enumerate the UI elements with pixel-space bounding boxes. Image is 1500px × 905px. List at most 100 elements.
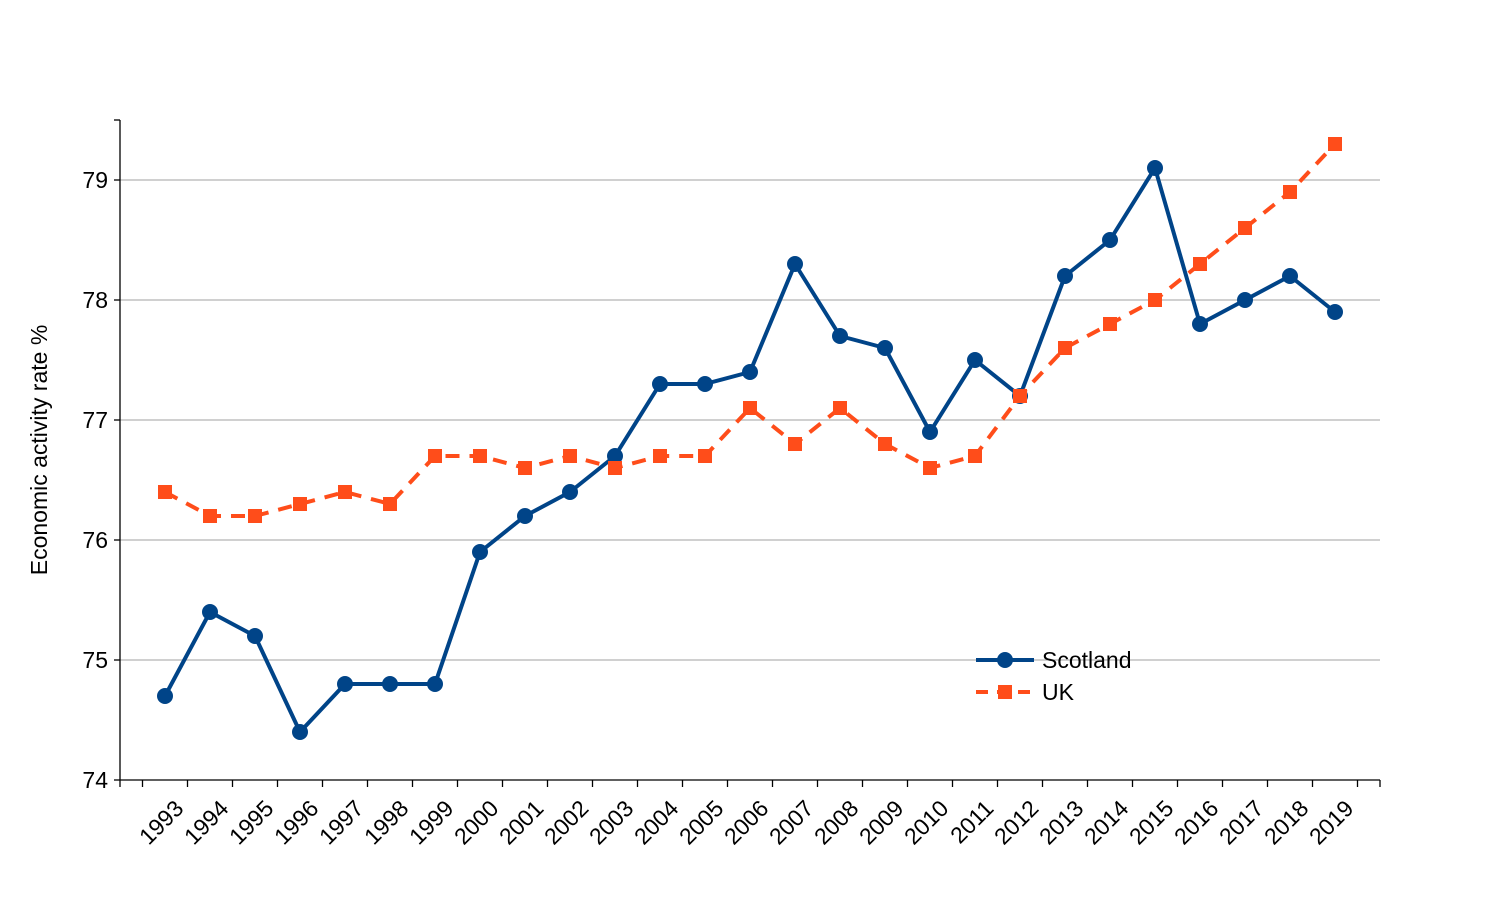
legend-marker [998,685,1012,699]
data-point-scotland [562,484,578,500]
x-tick-label: 1999 [404,795,459,850]
data-point-scotland [742,364,758,380]
data-point-uk [1148,293,1162,307]
y-tick-label: 79 [82,167,108,193]
legend-marker [997,652,1013,668]
data-point-uk [1328,137,1342,151]
data-point-uk [743,401,757,415]
data-point-scotland [967,352,983,368]
data-point-uk [293,497,307,511]
x-tick-label: 1994 [179,795,234,850]
series-uk [158,137,1342,523]
x-tick-label: 2011 [945,795,998,848]
data-point-uk [788,437,802,451]
legend: Scotland UK [976,647,1132,705]
data-point-scotland [1102,232,1118,248]
x-tick-label: 2015 [1124,795,1179,850]
legend-item-scotland: Scotland [976,647,1132,673]
x-tick-label: 2016 [1169,795,1224,850]
data-point-scotland [922,424,938,440]
data-point-uk [158,485,172,499]
x-tick-label: 2018 [1259,795,1314,850]
data-point-uk [923,461,937,475]
x-tick-label: 2009 [854,795,909,850]
data-point-scotland [1057,268,1073,284]
data-point-uk [608,461,622,475]
data-point-uk [383,497,397,511]
data-point-scotland [1327,304,1343,320]
data-point-uk [428,449,442,463]
x-tick-label: 2006 [719,795,774,850]
data-point-scotland [337,676,353,692]
data-point-scotland [832,328,848,344]
series-scotland [157,160,1343,740]
data-point-scotland [202,604,218,620]
legend-item-uk: UK [976,679,1075,705]
x-tick-label: 2017 [1214,795,1269,850]
x-tick-label: 2002 [539,795,594,850]
x-tick-label: 1998 [359,795,414,850]
data-point-scotland [787,256,803,272]
data-point-uk [518,461,532,475]
gridlines [120,179,1380,661]
y-tick-label: 78 [82,287,108,313]
data-point-uk [1283,185,1297,199]
data-point-scotland [1192,316,1208,332]
data-point-scotland [247,628,263,644]
data-point-scotland [157,688,173,704]
data-point-uk [653,449,667,463]
data-point-uk [833,401,847,415]
x-tick-label: 2003 [584,795,639,850]
y-tick-label: 74 [82,767,108,793]
y-tick-label: 75 [82,647,108,673]
data-point-uk [1193,257,1207,271]
x-tick-label: 2001 [494,795,549,850]
data-point-uk [1238,221,1252,235]
x-tick-label: 2019 [1304,795,1359,850]
data-point-scotland [1282,268,1298,284]
x-tick-label: 2007 [764,795,819,850]
data-point-scotland [697,376,713,392]
legend-label: UK [1042,679,1075,705]
data-point-uk [338,485,352,499]
series-line-scotland [163,166,1337,734]
x-tick-label: 1996 [269,795,324,850]
data-point-scotland [517,508,533,524]
data-point-uk [968,449,982,463]
data-point-uk [1058,341,1072,355]
data-point-scotland [382,676,398,692]
series-line-uk [164,142,1337,518]
y-axis-label: Economic activity rate % [26,325,52,576]
data-point-uk [203,509,217,523]
x-tick-label: 2008 [809,795,864,850]
data-point-uk [473,449,487,463]
data-point-scotland [877,340,893,356]
x-tick-label: 1993 [134,795,189,850]
x-tick-label: 2005 [674,795,729,850]
data-point-scotland [1147,160,1163,176]
data-point-uk [878,437,892,451]
data-point-uk [563,449,577,463]
data-point-uk [698,449,712,463]
data-point-uk [248,509,262,523]
x-tick-label: 2000 [449,795,504,850]
legend-label: Scotland [1042,647,1132,673]
series-layer [157,137,1343,740]
data-point-scotland [652,376,668,392]
x-tick-label: 1997 [314,795,369,850]
x-tick-label: 2013 [1034,795,1089,850]
data-point-uk [1103,317,1117,331]
x-tick-label: 1995 [224,795,279,850]
data-point-uk [1013,389,1027,403]
x-tick-label: 2014 [1079,795,1134,850]
data-point-scotland [472,544,488,560]
data-point-scotland [427,676,443,692]
x-tick-label: 2012 [989,795,1044,850]
data-point-scotland [1237,292,1253,308]
y-tick-label: 76 [82,527,108,553]
data-point-scotland [607,448,623,464]
x-tick-label: 2004 [629,795,684,850]
x-tick-label: 2010 [899,795,954,850]
axes: 74 75 76 77 78 79 1993199419951996199719981999… [82,119,1381,850]
